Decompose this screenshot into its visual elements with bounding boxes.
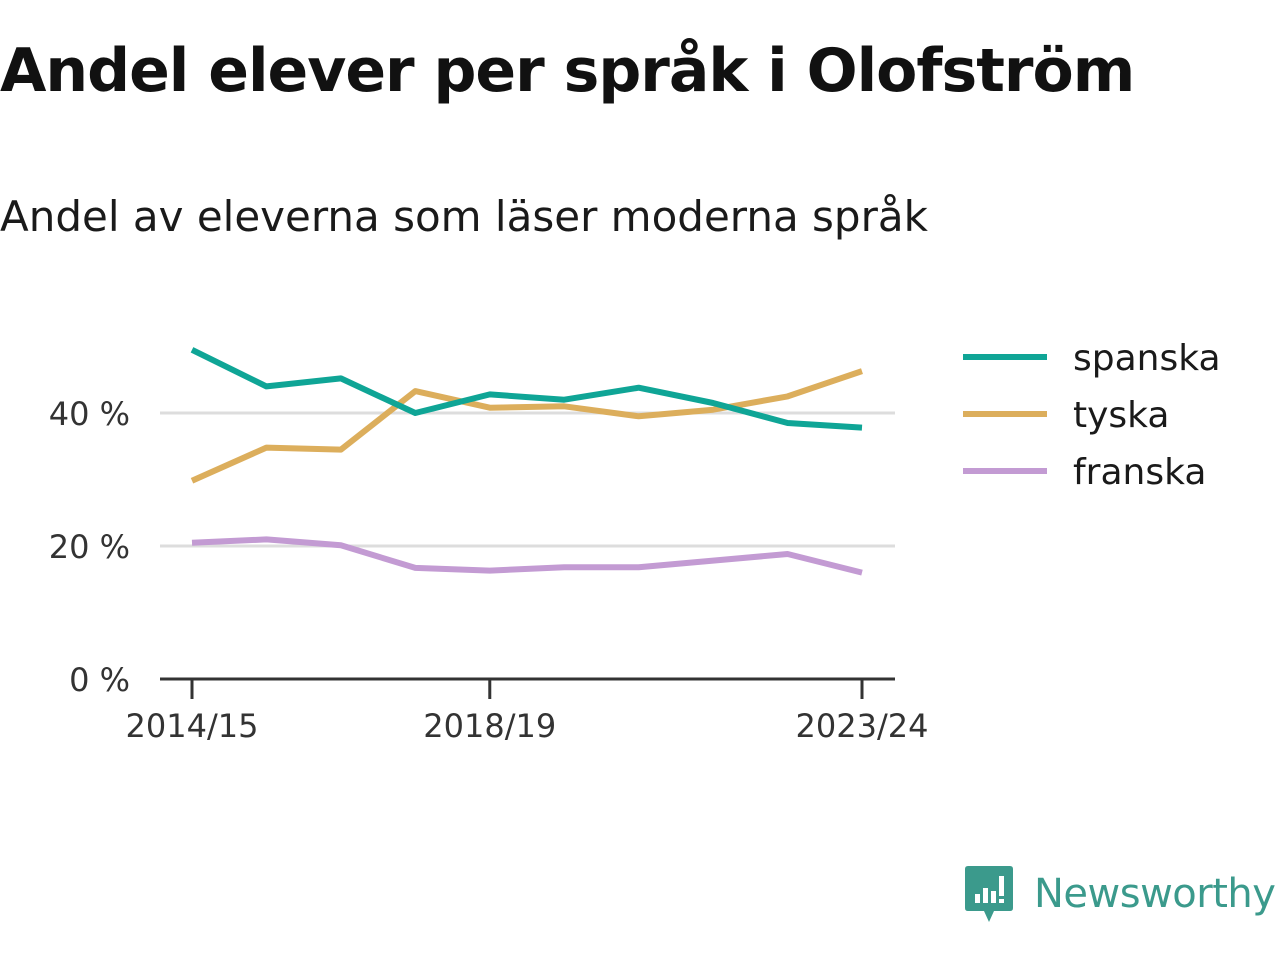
x-tick-label: 2014/15 bbox=[126, 707, 259, 745]
series-line-tyska bbox=[190, 368, 863, 484]
y-tick-label: 0 % bbox=[69, 661, 130, 699]
series-line-spanska bbox=[190, 347, 863, 431]
newsworthy-logo-text: Newsworthy bbox=[1034, 871, 1276, 917]
line-chart: 0 % 20 % 40 % 2014/15 2018/19 2023/24 spansk… bbox=[49, 338, 1221, 745]
newsworthy-logo-icon bbox=[965, 866, 1013, 922]
x-axis: 2014/15 2018/19 2023/24 bbox=[126, 677, 929, 745]
grid-lines: 0 % 20 % 40 % bbox=[49, 395, 895, 699]
y-tick-label: 40 % bbox=[49, 395, 130, 433]
legend: spanska tyska franska bbox=[963, 338, 1221, 493]
x-tick-label: 2018/19 bbox=[423, 707, 556, 745]
legend-label-tyska: tyska bbox=[1073, 395, 1169, 436]
series-line-franska bbox=[191, 536, 863, 576]
y-tick-label: 20 % bbox=[49, 528, 130, 566]
newsworthy-logo[interactable]: Newsworthy bbox=[964, 864, 1276, 924]
chart-title: Andel elever per språk i Olofström bbox=[0, 36, 1135, 106]
chart-subtitle: Andel av eleverna som läser moderna språ… bbox=[0, 192, 928, 241]
legend-label-spanska: spanska bbox=[1073, 338, 1221, 379]
x-tick-label: 2023/24 bbox=[796, 707, 929, 745]
series-lines bbox=[190, 347, 863, 576]
legend-label-franska: franska bbox=[1073, 452, 1206, 493]
